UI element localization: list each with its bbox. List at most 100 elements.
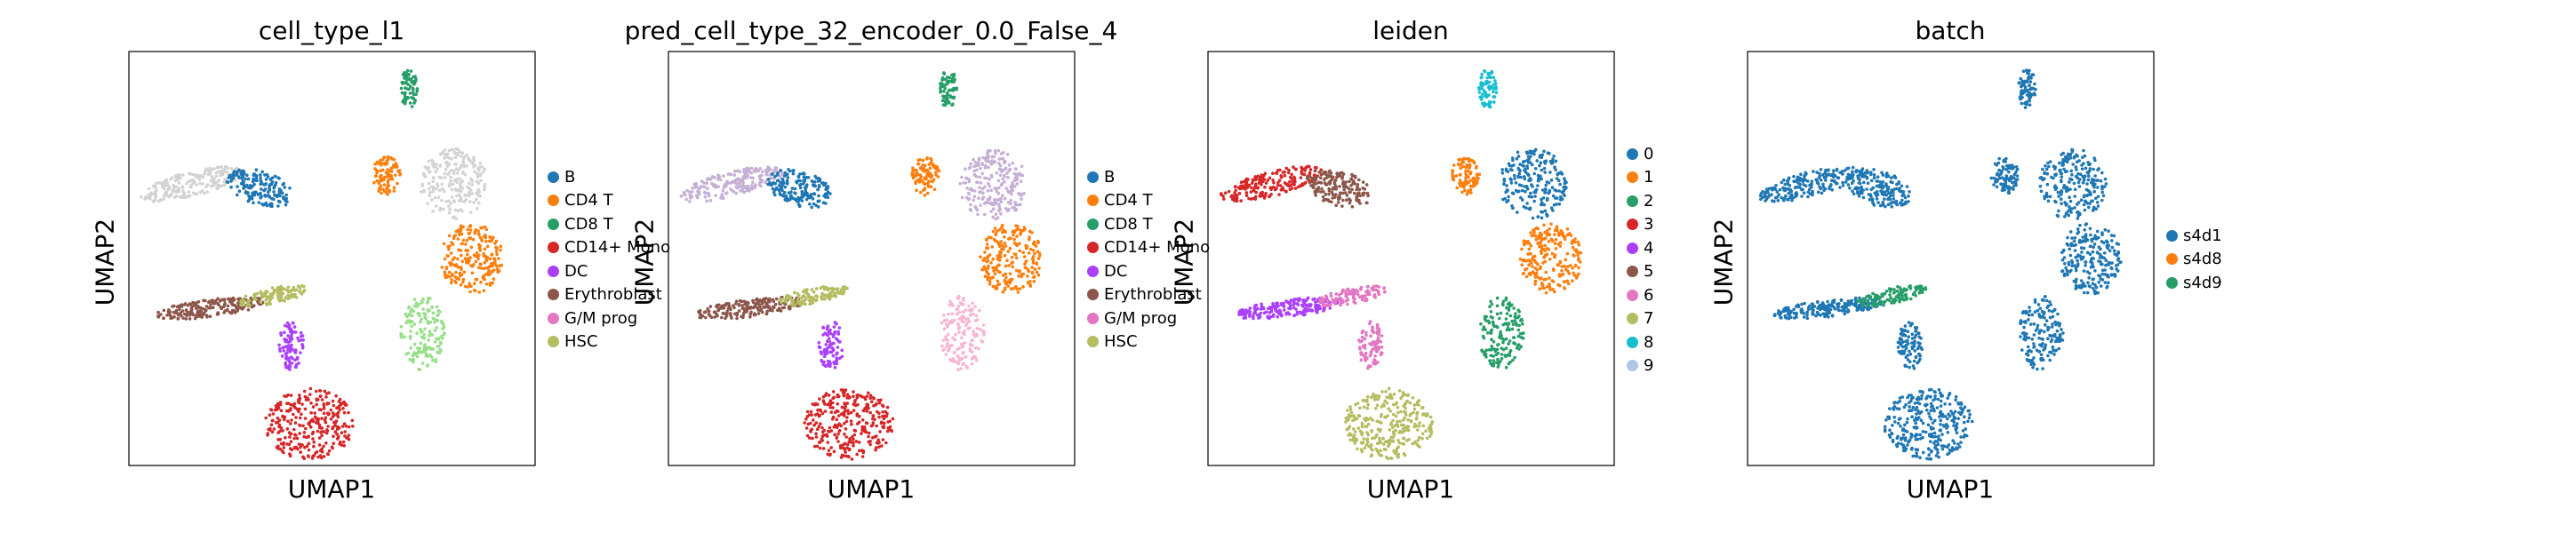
data-point [821, 325, 825, 330]
data-point [996, 264, 1000, 268]
data-point [295, 436, 300, 441]
data-point [1342, 187, 1346, 192]
data-point [178, 173, 181, 177]
data-point [1244, 182, 1248, 187]
data-point [443, 189, 446, 194]
data-point [705, 178, 709, 181]
data-point [959, 342, 964, 346]
data-point [220, 184, 223, 188]
data-point [824, 343, 828, 346]
data-point [834, 294, 838, 298]
data-point [921, 163, 925, 167]
data-point [733, 170, 737, 173]
data-point [891, 417, 895, 421]
data-point [849, 419, 853, 423]
data-point [220, 171, 225, 174]
data-point [992, 161, 996, 164]
data-point [446, 254, 450, 259]
data-point [1558, 283, 1562, 288]
data-point [1548, 285, 1552, 290]
data-point [1523, 185, 1527, 188]
data-point [748, 315, 752, 319]
data-point [1507, 198, 1510, 203]
data-point [472, 158, 476, 162]
data-point [211, 298, 214, 302]
data-point [420, 299, 424, 304]
data-point [997, 208, 1001, 211]
data-point [414, 92, 418, 96]
data-point [482, 252, 485, 256]
data-point [1508, 360, 1512, 364]
data-point [181, 186, 185, 189]
data-point [962, 362, 965, 365]
data-point [986, 277, 989, 282]
data-point [338, 408, 342, 411]
data-point [764, 301, 769, 306]
legend-label: B [1104, 167, 1116, 187]
data-point [815, 427, 820, 432]
data-point [1272, 185, 1276, 189]
data-point [944, 353, 948, 356]
data-point [293, 351, 298, 354]
data-point [469, 245, 474, 250]
data-point [476, 232, 481, 235]
data-point [828, 337, 831, 340]
data-point [987, 264, 990, 268]
data-point [1033, 267, 1037, 271]
data-point [156, 181, 161, 185]
data-point [732, 304, 735, 307]
data-point [945, 80, 949, 84]
data-point [172, 311, 176, 314]
data-point [1562, 280, 1566, 284]
data-point [233, 179, 237, 182]
data-point [872, 396, 876, 401]
data-point [969, 308, 973, 312]
data-point [944, 102, 948, 106]
data-point [1340, 191, 1345, 195]
data-point [1552, 203, 1556, 207]
data-point [494, 264, 499, 268]
data-point [1562, 235, 1565, 239]
data-point [1520, 318, 1524, 322]
data-point [404, 353, 409, 356]
data-point [1566, 282, 1571, 286]
data-point [1036, 257, 1041, 260]
data-point [344, 424, 348, 428]
data-point [455, 194, 459, 198]
data-point [877, 401, 882, 405]
data-point [1571, 279, 1574, 283]
data-point [844, 404, 847, 409]
data-point [1526, 252, 1530, 256]
data-point [396, 181, 399, 186]
data-point [1556, 243, 1560, 246]
data-point [498, 264, 501, 268]
data-point [156, 199, 161, 203]
data-point [948, 358, 952, 362]
data-point [1548, 227, 1551, 231]
data-point [1276, 183, 1280, 187]
data-point [821, 447, 826, 450]
data-point [270, 296, 275, 299]
data-point [483, 225, 487, 229]
data-point [1308, 172, 1312, 176]
data-point [832, 361, 836, 364]
data-point [1480, 72, 1484, 76]
cluster-points [938, 71, 958, 107]
data-point [1492, 100, 1496, 104]
data-point [1492, 363, 1496, 368]
data-point [1572, 248, 1577, 252]
data-point [817, 341, 821, 345]
data-point [766, 178, 771, 181]
data-point [1540, 250, 1543, 253]
data-point [284, 365, 288, 370]
data-point [316, 429, 320, 434]
data-point [399, 324, 404, 329]
data-point [483, 182, 487, 187]
data-point [927, 179, 931, 183]
data-point [950, 77, 955, 81]
data-point [389, 155, 393, 160]
data-point [172, 187, 176, 190]
data-point [273, 408, 277, 412]
data-point [845, 446, 849, 450]
data-point [283, 186, 287, 189]
